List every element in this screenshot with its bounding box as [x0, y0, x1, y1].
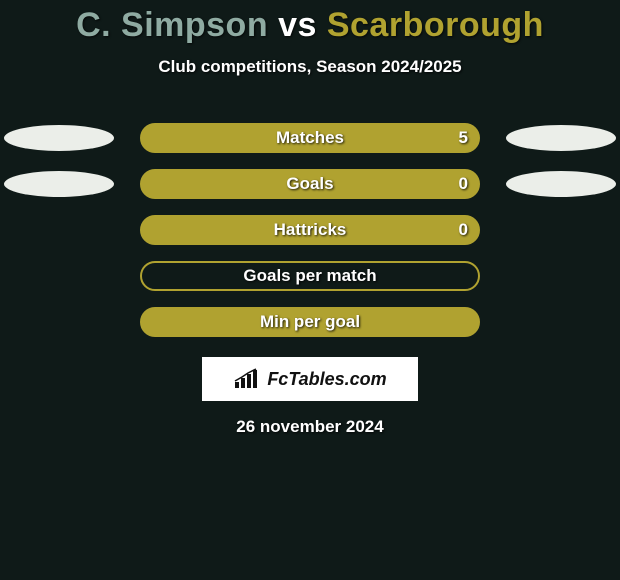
- stat-bar: Goals0: [140, 169, 480, 199]
- left-ellipse: [4, 171, 114, 197]
- right-ellipse: [506, 171, 616, 197]
- stat-bar: Min per goal: [140, 307, 480, 337]
- logo-text: FcTables.com: [267, 369, 386, 390]
- stat-row: Goals per match: [0, 255, 620, 301]
- logo: FcTables.com: [233, 368, 386, 390]
- stat-row: Goals0: [0, 163, 620, 209]
- stat-label: Matches: [142, 125, 478, 151]
- player1-name: C. Simpson: [76, 6, 268, 44]
- stat-bar: Hattricks0: [140, 215, 480, 245]
- comparison-infographic: C. Simpson vs Scarborough Club competiti…: [0, 0, 620, 437]
- stat-bar: Goals per match: [140, 261, 480, 291]
- stat-label: Hattricks: [142, 217, 478, 243]
- logo-box: FcTables.com: [202, 357, 418, 401]
- vs-text: vs: [278, 6, 317, 44]
- stat-bar: Matches5: [140, 123, 480, 153]
- stat-row: Hattricks0: [0, 209, 620, 255]
- date-text: 26 november 2024: [0, 417, 620, 437]
- chart-icon: [233, 368, 263, 390]
- stat-label: Goals per match: [142, 263, 478, 289]
- stat-value: 0: [459, 217, 468, 243]
- stat-rows: Matches5Goals0Hattricks0Goals per matchM…: [0, 117, 620, 347]
- page-title: C. Simpson vs Scarborough: [0, 6, 620, 45]
- left-ellipse: [4, 125, 114, 151]
- stat-row: Min per goal: [0, 301, 620, 347]
- stat-row: Matches5: [0, 117, 620, 163]
- stat-value: 0: [459, 171, 468, 197]
- right-ellipse: [506, 125, 616, 151]
- stat-label: Goals: [142, 171, 478, 197]
- stat-value: 5: [459, 125, 468, 151]
- subtitle: Club competitions, Season 2024/2025: [0, 57, 620, 77]
- player2-name: Scarborough: [327, 6, 544, 44]
- stat-label: Min per goal: [142, 309, 478, 335]
